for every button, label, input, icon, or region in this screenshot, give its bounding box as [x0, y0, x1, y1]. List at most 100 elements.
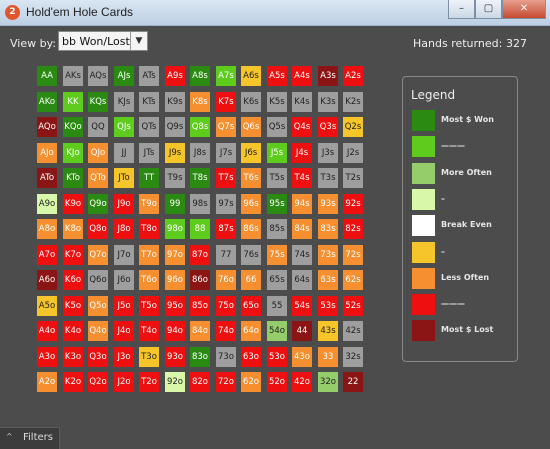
hand-cell-J6o[interactable]: J6o	[114, 270, 134, 290]
hand-cell-Q4s[interactable]: Q4s	[292, 117, 312, 137]
hand-cell-J5s[interactable]: J5s	[267, 143, 287, 163]
hand-cell-A4s[interactable]: A4s	[292, 66, 312, 86]
hand-cell-ATo[interactable]: ATo	[37, 168, 57, 188]
hand-cell-K6s[interactable]: K6s	[241, 92, 261, 112]
hand-cell-T6o[interactable]: T6o	[139, 270, 159, 290]
hand-cell-KQo[interactable]: KQo	[63, 117, 83, 137]
view-by-dropdown[interactable]: bb Won/Lost ▼	[58, 31, 148, 51]
hand-cell-T8o[interactable]: T8o	[139, 219, 159, 239]
hand-cell-A7s[interactable]: A7s	[216, 66, 236, 86]
hand-cell-AQo[interactable]: AQo	[37, 117, 57, 137]
hand-cell-87s[interactable]: 87s	[216, 219, 236, 239]
hand-cell-K3o[interactable]: K3o	[63, 347, 83, 367]
hand-cell-64o[interactable]: 64o	[241, 321, 261, 341]
hand-cell-KQs[interactable]: KQs	[88, 92, 108, 112]
hand-cell-83o[interactable]: 83o	[190, 347, 210, 367]
hand-cell-T5s[interactable]: T5s	[267, 168, 287, 188]
hand-cell-J3o[interactable]: J3o	[114, 347, 134, 367]
hand-cell-KJo[interactable]: KJo	[63, 143, 83, 163]
hand-cell-KJs[interactable]: KJs	[114, 92, 134, 112]
hand-cell-97o[interactable]: 97o	[165, 245, 185, 265]
hand-cell-T3s[interactable]: T3s	[318, 168, 338, 188]
hand-cell-J6s[interactable]: J6s	[241, 143, 261, 163]
hand-cell-32s[interactable]: 32s	[343, 347, 363, 367]
hand-cell-99[interactable]: 99	[165, 194, 185, 214]
hand-cell-73o[interactable]: 73o	[216, 347, 236, 367]
hand-cell-A2o[interactable]: A2o	[37, 372, 57, 392]
hand-cell-K8o[interactable]: K8o	[63, 219, 83, 239]
hand-cell-Q6s[interactable]: Q6s	[241, 117, 261, 137]
hand-cell-A9s[interactable]: A9s	[165, 66, 185, 86]
hand-cell-Q7s[interactable]: Q7s	[216, 117, 236, 137]
hand-cell-22[interactable]: 22	[343, 372, 363, 392]
hand-cell-T2s[interactable]: T2s	[343, 168, 363, 188]
hand-cell-QJs[interactable]: QJs	[114, 117, 134, 137]
hand-cell-Q5o[interactable]: Q5o	[88, 296, 108, 316]
hand-cell-Q8s[interactable]: Q8s	[190, 117, 210, 137]
hand-cell-43o[interactable]: 43o	[292, 347, 312, 367]
hand-cell-32o[interactable]: 32o	[318, 372, 338, 392]
hand-cell-96s[interactable]: 96s	[241, 194, 261, 214]
hand-cell-K3s[interactable]: K3s	[318, 92, 338, 112]
hand-cell-Q7o[interactable]: Q7o	[88, 245, 108, 265]
hand-cell-Q9o[interactable]: Q9o	[88, 194, 108, 214]
hand-cell-33[interactable]: 33	[318, 347, 338, 367]
hand-cell-54o[interactable]: 54o	[267, 321, 287, 341]
hand-cell-53s[interactable]: 53s	[318, 296, 338, 316]
close-button[interactable]: ✕	[502, 0, 546, 19]
hand-cell-Q2o[interactable]: Q2o	[88, 372, 108, 392]
hand-cell-72o[interactable]: 72o	[216, 372, 236, 392]
hand-cell-K7o[interactable]: K7o	[63, 245, 83, 265]
minimize-button[interactable]: –	[448, 0, 475, 19]
hand-cell-75s[interactable]: 75s	[267, 245, 287, 265]
hand-cell-Q8o[interactable]: Q8o	[88, 219, 108, 239]
hand-cell-44[interactable]: 44	[292, 321, 312, 341]
hand-cell-K2s[interactable]: K2s	[343, 92, 363, 112]
hand-cell-86s[interactable]: 86s	[241, 219, 261, 239]
hand-cell-K6o[interactable]: K6o	[63, 270, 83, 290]
hand-cell-T6s[interactable]: T6s	[241, 168, 261, 188]
hand-cell-94o[interactable]: 94o	[165, 321, 185, 341]
hand-cell-J8o[interactable]: J8o	[114, 219, 134, 239]
hand-cell-63o[interactable]: 63o	[241, 347, 261, 367]
hand-cell-96o[interactable]: 96o	[165, 270, 185, 290]
hand-cell-A2s[interactable]: A2s	[343, 66, 363, 86]
hand-cell-AQs[interactable]: AQs	[88, 66, 108, 86]
hand-cell-AKo[interactable]: AKo	[37, 92, 57, 112]
hand-cell-JTo[interactable]: JTo	[114, 168, 134, 188]
hand-cell-84o[interactable]: 84o	[190, 321, 210, 341]
hand-cell-97s[interactable]: 97s	[216, 194, 236, 214]
hand-cell-85o[interactable]: 85o	[190, 296, 210, 316]
hand-cell-63s[interactable]: 63s	[318, 270, 338, 290]
hand-cell-J2o[interactable]: J2o	[114, 372, 134, 392]
hand-cell-86o[interactable]: 86o	[190, 270, 210, 290]
hand-cell-95s[interactable]: 95s	[267, 194, 287, 214]
hand-cell-A5o[interactable]: A5o	[37, 296, 57, 316]
hand-cell-87o[interactable]: 87o	[190, 245, 210, 265]
hand-cell-98o[interactable]: 98o	[165, 219, 185, 239]
hand-cell-J2s[interactable]: J2s	[343, 143, 363, 163]
hand-cell-94s[interactable]: 94s	[292, 194, 312, 214]
hand-cell-JJ[interactable]: JJ	[114, 143, 134, 163]
hand-cell-A4o[interactable]: A4o	[37, 321, 57, 341]
hand-cell-A7o[interactable]: A7o	[37, 245, 57, 265]
chevron-down-icon[interactable]: ▼	[130, 32, 147, 50]
hand-cell-AJo[interactable]: AJo	[37, 143, 57, 163]
hand-cell-A3s[interactable]: A3s	[318, 66, 338, 86]
hand-cell-T4s[interactable]: T4s	[292, 168, 312, 188]
hand-cell-QTs[interactable]: QTs	[139, 117, 159, 137]
hand-cell-JTs[interactable]: JTs	[139, 143, 159, 163]
hand-cell-83s[interactable]: 83s	[318, 219, 338, 239]
hand-cell-J5o[interactable]: J5o	[114, 296, 134, 316]
hand-cell-Q3s[interactable]: Q3s	[318, 117, 338, 137]
hand-cell-Q3o[interactable]: Q3o	[88, 347, 108, 367]
hand-cell-J9s[interactable]: J9s	[165, 143, 185, 163]
hand-cell-93o[interactable]: 93o	[165, 347, 185, 367]
hand-cell-K9s[interactable]: K9s	[165, 92, 185, 112]
hand-cell-52o[interactable]: 52o	[267, 372, 287, 392]
hand-cell-K7s[interactable]: K7s	[216, 92, 236, 112]
hand-cell-65o[interactable]: 65o	[241, 296, 261, 316]
hand-cell-A9o[interactable]: A9o	[37, 194, 57, 214]
hand-cell-72s[interactable]: 72s	[343, 245, 363, 265]
maximize-button[interactable]: ▢	[475, 0, 502, 19]
